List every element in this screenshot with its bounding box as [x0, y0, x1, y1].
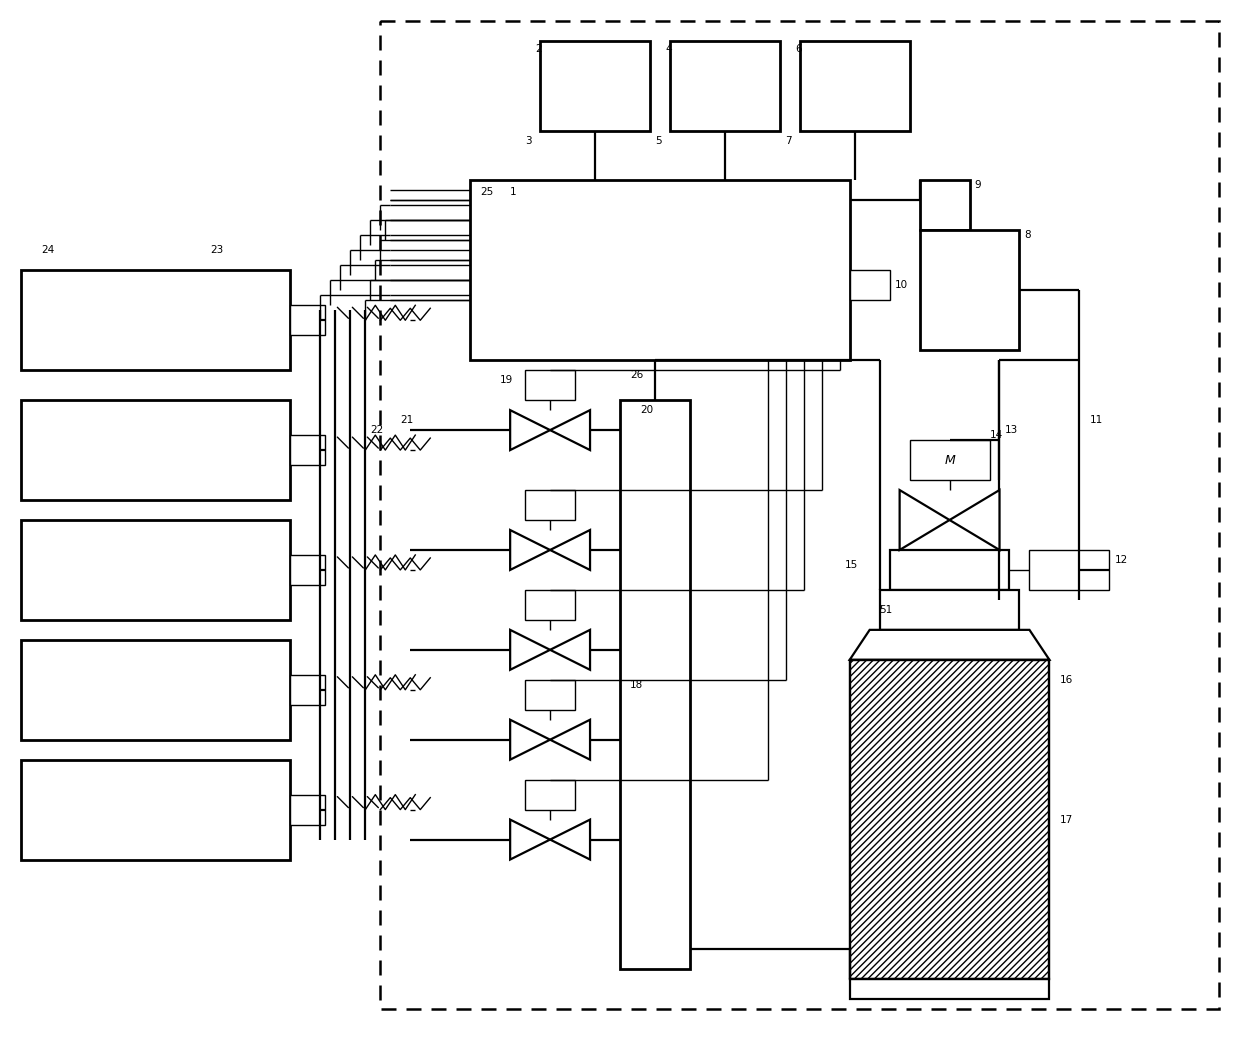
- Bar: [21, 270, 290, 370]
- Bar: [879, 590, 1019, 630]
- Bar: [470, 181, 849, 361]
- Polygon shape: [551, 630, 590, 670]
- Polygon shape: [950, 490, 999, 550]
- Polygon shape: [849, 630, 1049, 660]
- Polygon shape: [510, 530, 551, 570]
- Bar: [920, 231, 1019, 350]
- Text: 4: 4: [665, 44, 672, 54]
- Bar: [920, 181, 970, 231]
- Bar: [525, 680, 575, 710]
- Bar: [849, 270, 889, 300]
- Text: 14: 14: [990, 430, 1003, 441]
- Bar: [21, 760, 290, 859]
- Bar: [525, 590, 575, 620]
- Text: 5: 5: [655, 135, 662, 145]
- Text: 25: 25: [480, 187, 494, 197]
- Text: 13: 13: [1004, 425, 1018, 435]
- Bar: [290, 555, 325, 585]
- Text: 18: 18: [630, 680, 644, 690]
- Bar: [800, 41, 910, 131]
- Text: 7: 7: [785, 135, 791, 145]
- Polygon shape: [510, 720, 551, 760]
- Text: M: M: [944, 454, 955, 467]
- Bar: [849, 660, 1049, 980]
- Text: 3: 3: [525, 135, 532, 145]
- Polygon shape: [551, 820, 590, 859]
- Bar: [290, 795, 325, 825]
- Text: 20: 20: [640, 405, 653, 416]
- Polygon shape: [510, 410, 551, 450]
- Bar: [849, 660, 1049, 980]
- Bar: [889, 550, 1009, 590]
- Text: 11: 11: [1090, 416, 1102, 425]
- Text: 17: 17: [1059, 815, 1073, 825]
- Text: 15: 15: [844, 560, 858, 570]
- Bar: [849, 980, 1049, 1000]
- Text: 9: 9: [975, 181, 981, 190]
- Bar: [525, 370, 575, 400]
- Bar: [541, 41, 650, 131]
- Bar: [525, 490, 575, 520]
- Polygon shape: [551, 410, 590, 450]
- Polygon shape: [900, 490, 950, 550]
- Bar: [21, 520, 290, 620]
- Bar: [910, 441, 990, 480]
- Text: 22: 22: [371, 425, 383, 435]
- Text: 26: 26: [630, 370, 644, 380]
- Polygon shape: [551, 530, 590, 570]
- Bar: [290, 435, 325, 465]
- Text: 12: 12: [1115, 555, 1127, 565]
- Bar: [620, 400, 689, 969]
- Polygon shape: [510, 820, 551, 859]
- Bar: [381, 21, 1219, 1009]
- Text: 51: 51: [879, 605, 893, 615]
- Bar: [21, 640, 290, 740]
- Text: 24: 24: [41, 245, 55, 256]
- Text: 23: 23: [211, 245, 223, 256]
- Text: 21: 21: [401, 416, 414, 425]
- Text: 16: 16: [1059, 674, 1073, 685]
- Bar: [290, 305, 325, 336]
- Text: 6: 6: [795, 44, 801, 54]
- Text: 19: 19: [500, 375, 513, 385]
- Bar: [525, 779, 575, 809]
- Text: 8: 8: [1024, 231, 1032, 240]
- Polygon shape: [551, 720, 590, 760]
- Bar: [290, 674, 325, 704]
- Text: 1: 1: [510, 187, 517, 197]
- Text: 2: 2: [536, 44, 542, 54]
- Bar: [1029, 550, 1110, 590]
- Polygon shape: [510, 630, 551, 670]
- Bar: [21, 400, 290, 500]
- Bar: [670, 41, 780, 131]
- Text: 10: 10: [894, 281, 908, 290]
